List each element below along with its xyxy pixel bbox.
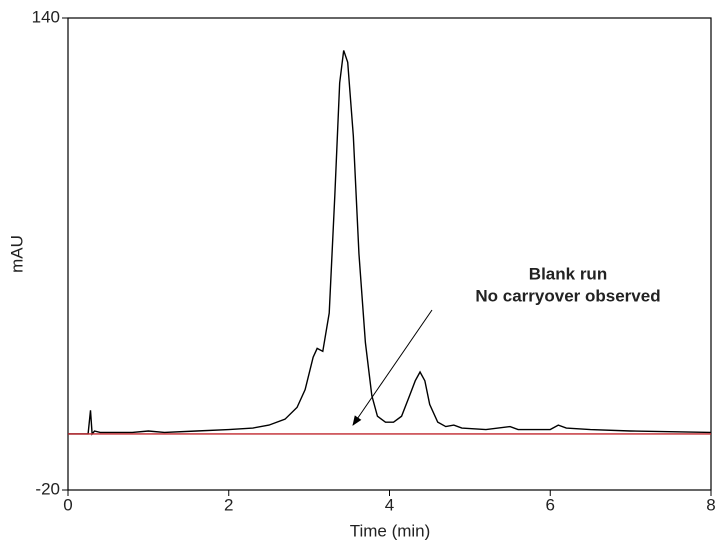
y-axis-label: mAU bbox=[7, 235, 26, 273]
x-tick-label: 4 bbox=[385, 495, 394, 514]
annotation: No carryover observed bbox=[475, 286, 660, 305]
plot-frame bbox=[67, 17, 712, 491]
y-tick-label: -20 bbox=[35, 479, 60, 498]
annotation: Blank run bbox=[529, 264, 607, 283]
x-tick-label: 0 bbox=[63, 495, 72, 514]
x-axis-label: Time (min) bbox=[350, 521, 431, 540]
x-tick-label: 6 bbox=[546, 495, 555, 514]
x-tick-label: 2 bbox=[224, 495, 233, 514]
line-series bbox=[68, 50, 712, 436]
annotation-arrow bbox=[352, 309, 433, 426]
x-tick-label: 8 bbox=[706, 495, 715, 514]
y-tick-label: 140 bbox=[32, 7, 60, 26]
